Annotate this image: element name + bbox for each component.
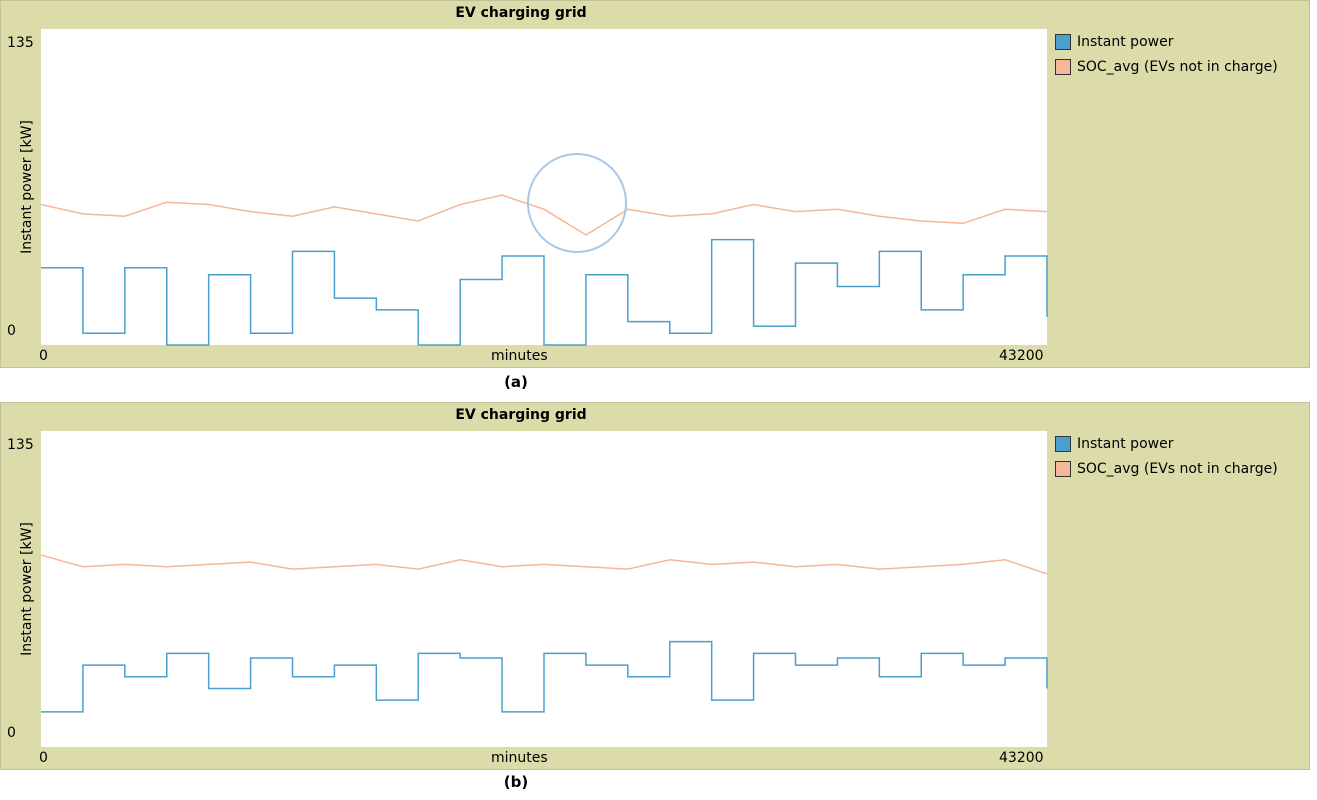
legend-item-soc-avg: SOC_avg (EVs not in charge) <box>1055 54 1278 79</box>
x-tick-right: 43200 <box>999 750 1044 766</box>
series-instant-power-line <box>41 238 1048 346</box>
legend: Instant power SOC_avg (EVs not in charge… <box>1055 431 1278 481</box>
chart-title: EV charging grid <box>455 5 587 21</box>
y-axis-label: Instant power [kW] <box>19 120 35 254</box>
legend-item-instant-power: Instant power <box>1055 431 1278 456</box>
x-tick-right: 43200 <box>999 348 1044 364</box>
y-tick-top: 135 <box>7 437 34 453</box>
chart-title: EV charging grid <box>455 407 587 423</box>
y-tick-bottom: 0 <box>7 725 16 741</box>
legend: Instant power SOC_avg (EVs not in charge… <box>1055 29 1278 79</box>
x-axis-label: minutes <box>491 750 548 766</box>
y-tick-bottom: 0 <box>7 323 16 339</box>
series-instant-power-line <box>41 640 1048 713</box>
chart-panel-a: EV charging grid 135 0 Instant power [kW… <box>0 0 1310 368</box>
legend-item-soc-avg: SOC_avg (EVs not in charge) <box>1055 456 1278 481</box>
highlight-circle <box>527 153 627 253</box>
legend-swatch-instant-power <box>1055 33 1071 50</box>
legend-swatch-instant-power <box>1055 435 1071 452</box>
legend-label: Instant power <box>1077 33 1174 50</box>
chart-svg-b <box>40 431 1048 747</box>
series-soc-avg-line <box>40 194 1048 236</box>
chart-svg-a <box>40 29 1048 346</box>
legend-swatch-soc-avg <box>1055 58 1071 75</box>
chart-panel-b: EV charging grid 135 0 Instant power [kW… <box>0 402 1310 770</box>
legend-label: SOC_avg (EVs not in charge) <box>1077 460 1278 477</box>
legend-swatch-soc-avg <box>1055 460 1071 477</box>
x-tick-left: 0 <box>39 750 48 766</box>
x-axis-label: minutes <box>491 348 548 364</box>
caption-b: (b) <box>503 773 529 791</box>
legend-item-instant-power: Instant power <box>1055 29 1278 54</box>
caption-a: (a) <box>504 373 528 391</box>
series-soc-avg-line <box>40 554 1048 575</box>
y-axis-label: Instant power [kW] <box>19 522 35 656</box>
legend-label: Instant power <box>1077 435 1174 452</box>
legend-label: SOC_avg (EVs not in charge) <box>1077 58 1278 75</box>
x-tick-left: 0 <box>39 348 48 364</box>
y-tick-top: 135 <box>7 35 34 51</box>
